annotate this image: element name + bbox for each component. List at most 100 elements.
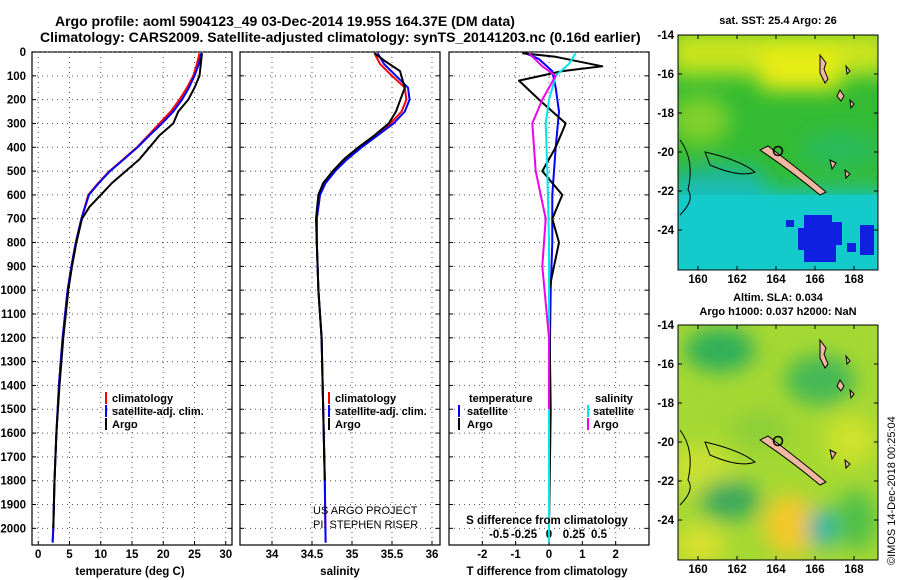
- difference-line-t-argo: [518, 52, 604, 529]
- sst-missing-patch: [860, 225, 874, 255]
- vanuatu-islands: [836, 64, 855, 110]
- s-diff-tick-label: 0.25: [563, 529, 586, 541]
- vanuatu-island: [819, 53, 829, 84]
- new-caledonia-island: [759, 435, 827, 486]
- x-tick-label: 36: [426, 549, 439, 561]
- sst-map-ticks: 160 162 164 166 168 -14 -16 -18 -20 -22 -24: [657, 30, 878, 286]
- t-difference-x-ticks: -2 -1 0 1 2: [477, 541, 619, 561]
- legend-title-temperature: temperature: [469, 393, 533, 405]
- map-x-tick-label: 162: [727, 564, 746, 576]
- legend-label-t-satellite: satellite: [467, 406, 508, 418]
- new-caledonia-island: [759, 145, 827, 196]
- legend-label-s-satellite: satellite: [593, 406, 634, 418]
- x-tick-label: 0: [35, 549, 41, 561]
- x-tick-label: 34: [266, 549, 279, 561]
- salinity-axis-label: salinity: [320, 566, 360, 578]
- legend-label-t-argo: Argo: [467, 419, 493, 431]
- difference-series: [518, 52, 604, 543]
- legend-label-climatology: climatology: [112, 393, 174, 405]
- s-diff-tick-label: -0.5: [489, 529, 509, 541]
- sla-map: [678, 325, 878, 560]
- x-tick-label: 1: [579, 549, 586, 561]
- temperature-line-satellite-adj-clim-: [51, 52, 203, 543]
- imos-watermark: ©IMOS 14-Dec-2018 00:25:04: [886, 416, 898, 565]
- vanuatu-island: [819, 338, 829, 369]
- x-tick-label: 20: [157, 549, 170, 561]
- map-x-tick-label: 168: [844, 274, 864, 286]
- depth-tick-label: 1700: [0, 452, 26, 464]
- argo-float-marker: [772, 145, 784, 157]
- sla-map-ticks: 160 162 164 166 168 -14 -16 -18 -20 -22 -24: [657, 320, 878, 576]
- sst-missing-patch: [786, 220, 794, 227]
- map-x-tick-label: 162: [727, 274, 746, 286]
- x-tick-label: 35.5: [381, 549, 404, 561]
- x-tick-label: -2: [477, 549, 487, 561]
- depth-tick-label: 1300: [0, 357, 26, 369]
- depth-tick-label: 1800: [0, 476, 26, 488]
- map-x-tick-label: 166: [805, 274, 824, 286]
- depth-tick-label: 200: [7, 95, 26, 107]
- map-y-tick-label: -14: [657, 320, 674, 332]
- map-x-tick-label: 166: [805, 564, 824, 576]
- credit-line-2: PI: STEPHEN RISER: [313, 519, 418, 531]
- reef-contour: [704, 441, 756, 465]
- difference-line-s-argo: [528, 52, 557, 410]
- depth-tick-label: 500: [7, 166, 26, 178]
- sla-map-subtitle: Argo h1000: 0.037 h2000: NaN: [699, 306, 856, 318]
- vanuatu-islands: [836, 354, 855, 400]
- map-y-tick-label: -14: [657, 30, 674, 42]
- x-tick-label: 0: [546, 549, 552, 561]
- depth-tick-label: 300: [7, 118, 26, 130]
- x-tick-label: 25: [188, 549, 201, 561]
- legend-label-s-argo: Argo: [593, 419, 619, 431]
- temperature-axis-label: temperature (deg C): [75, 566, 184, 578]
- salinity-x-ticks: 34 34.5 35 35.5 36: [266, 541, 439, 561]
- depth-tick-label: 100: [7, 71, 26, 83]
- map-y-tick-label: -24: [657, 515, 674, 527]
- legend-label-satellite: satellite-adj. clim.: [335, 406, 427, 418]
- depth-tick-label: 400: [7, 142, 26, 154]
- salinity-legend: climatology satellite-adj. clim. Argo: [328, 392, 427, 431]
- depth-tick-label: 2000: [0, 523, 26, 535]
- map-y-tick-label: -18: [657, 108, 674, 120]
- depth-tick-label: 1000: [0, 285, 26, 297]
- watermark-container: ©IMOS 14-Dec-2018 00:25:04: [886, 416, 898, 565]
- temperature-line-climatology: [51, 52, 201, 543]
- t-difference-axis-label: T difference from climatology: [466, 566, 628, 578]
- temperature-line-argo: [52, 53, 203, 529]
- depth-axis-ticks: 0 100 200 300 400 500 600 700 800 900 1000 1100 1200…: [0, 47, 649, 535]
- depth-tick-label: 800: [7, 238, 26, 250]
- depth-tick-label: 1400: [0, 380, 26, 392]
- salinity-series: [315, 52, 411, 543]
- map-y-tick-label: -20: [657, 437, 674, 449]
- sst-cool-water: [678, 195, 878, 270]
- sst-map: [678, 35, 878, 270]
- temperature-grid: [32, 51, 232, 545]
- sst-missing-patch: [847, 243, 856, 252]
- depth-tick-label: 1200: [0, 333, 26, 345]
- temperature-x-ticks: 0 5 10 15 20 25 30: [35, 541, 232, 561]
- map-x-tick-label: 160: [688, 274, 707, 286]
- salinity-line-argo: [315, 52, 406, 481]
- map-y-tick-label: -24: [657, 225, 674, 237]
- map-y-tick-label: -16: [657, 359, 674, 371]
- legend-label-climatology: climatology: [335, 393, 397, 405]
- sst-missing-region: [798, 215, 842, 262]
- depth-tick-label: 700: [7, 214, 26, 226]
- sla-map-title: Altim. SLA: 0.034: [733, 292, 824, 304]
- x-tick-label: -1: [511, 549, 522, 561]
- s-difference-axis-label: S difference from climatology: [466, 515, 628, 527]
- x-tick-label: 30: [219, 549, 232, 561]
- map-y-tick-label: -22: [657, 186, 674, 198]
- temperature-panel-frame: [31, 51, 233, 546]
- legend-label-satellite: satellite-adj. clim.: [112, 406, 204, 418]
- map-x-tick-label: 160: [688, 564, 707, 576]
- x-tick-label: 15: [126, 549, 139, 561]
- map-y-tick-label: -20: [657, 147, 674, 159]
- depth-tick-label: 1600: [0, 428, 26, 440]
- map-x-tick-label: 164: [766, 274, 786, 286]
- sst-map-title: sat. SST: 25.4 Argo: 26: [719, 15, 837, 27]
- x-tick-label: 34.5: [301, 549, 324, 561]
- depth-tick-label: 1900: [0, 500, 26, 512]
